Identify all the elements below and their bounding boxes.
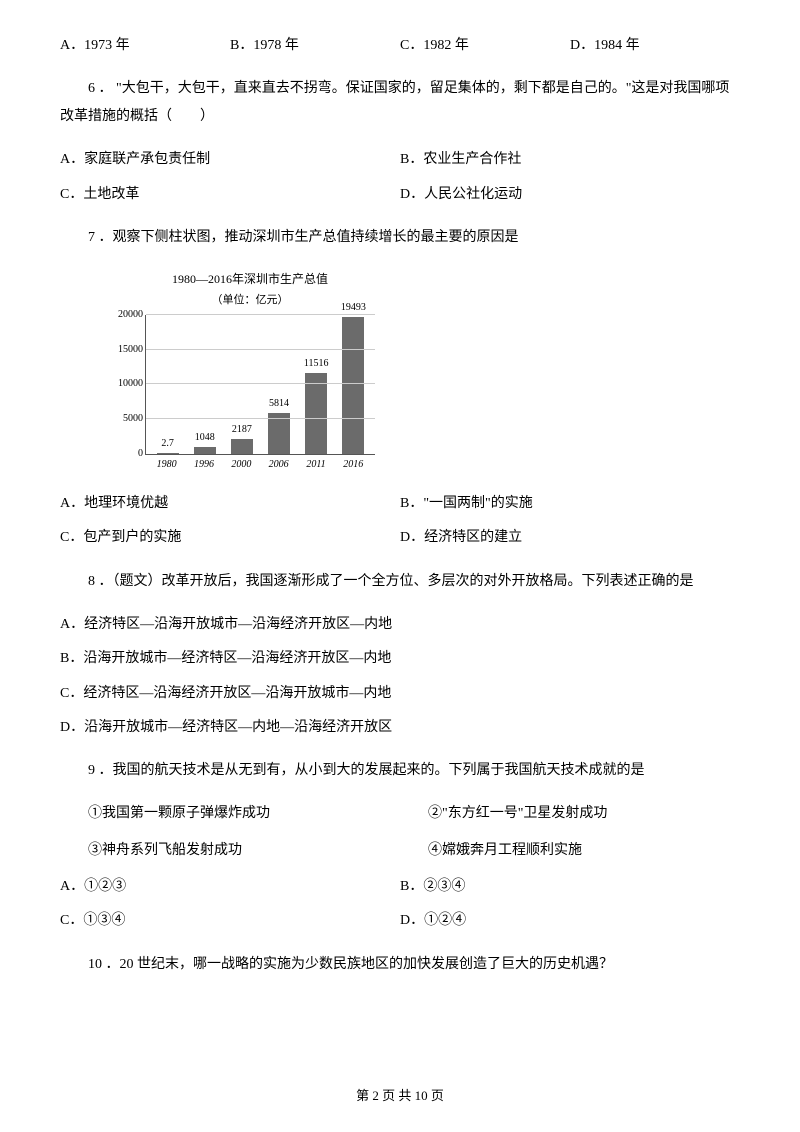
q5-options: A．1973 年 B．1978 年 C．1982 年 D．1984 年 <box>60 35 740 57</box>
grid-line <box>146 418 375 419</box>
q6-text: 6 ． "大包干，大包干，直来直去不拐弯。保证国家的，留足集体的，剩下都是自己的… <box>60 75 740 131</box>
y-tick-label: 0 <box>138 446 143 462</box>
bar <box>194 447 216 454</box>
q9-sub2: ②"东方红一号"卫星发射成功 <box>400 803 740 825</box>
bar <box>305 373 327 454</box>
q9-options-row1: A．①②③ B．②③④ <box>60 876 740 898</box>
y-tick-label: 20000 <box>118 307 143 323</box>
q8-option-c: C．经济特区—沿海经济开放区—沿海开放城市—内地 <box>60 683 740 705</box>
bar-value-label: 2187 <box>232 422 252 438</box>
bar <box>231 439 253 454</box>
q9-option-b: B．②③④ <box>400 876 740 898</box>
y-tick-label: 15000 <box>118 342 143 358</box>
q8-option-b: B．沿海开放城市—经济特区—沿海经济开放区—内地 <box>60 648 740 670</box>
bar-value-label: 2.7 <box>161 436 174 452</box>
q9-option-a: A．①②③ <box>60 876 400 898</box>
bar <box>157 453 179 454</box>
q7-option-c: C．包产到户的实施 <box>60 527 400 549</box>
q8-text: 8 ．（题文）改革开放后，我国逐渐形成了一个全方位、多层次的对外开放格局。下列表… <box>60 568 740 596</box>
bar-value-label: 11516 <box>304 356 329 372</box>
q7-option-a: A．地理环境优越 <box>60 493 400 515</box>
q5-option-a: A．1973 年 <box>60 35 230 57</box>
bar-wrap: 2187 <box>227 422 257 454</box>
x-tick-label: 1980 <box>152 457 182 473</box>
q6-text-content: 6 ． "大包干，大包干，直来直去不拐弯。保证国家的，留足集体的，剩下都是自己的… <box>60 81 729 124</box>
q9-sub3: ③神舟系列飞船发射成功 <box>60 840 400 862</box>
q6-options-row2: C．土地改革 D．人民公社化运动 <box>60 184 740 206</box>
bar <box>342 317 364 454</box>
x-tick-label: 2016 <box>338 457 368 473</box>
q6-option-a: A．家庭联产承包责任制 <box>60 149 400 171</box>
q7-options-row1: A．地理环境优越 B．"一国两制"的实施 <box>60 493 740 515</box>
q9-sub4: ④嫦娥奔月工程顺利实施 <box>400 840 740 862</box>
q7-options-row2: C．包产到户的实施 D．经济特区的建立 <box>60 527 740 549</box>
q7-option-b: B．"一国两制"的实施 <box>400 493 740 515</box>
bar-wrap: 1048 <box>190 430 220 454</box>
q9-text: 9 ．我国的航天技术是从无到有，从小到大的发展起来的。下列属于我国航天技术成就的… <box>60 757 740 785</box>
chart-title: 1980—2016年深圳市生产总值 <box>110 270 390 289</box>
gdp-chart: 1980—2016年深圳市生产总值 （单位：亿元） 05000100001500… <box>110 270 390 473</box>
q10-text: 10 ．20 世纪末，哪一战略的实施为少数民族地区的加快发展创造了巨大的历史机遇… <box>60 951 740 979</box>
q9-option-d: D．①②④ <box>400 910 740 932</box>
q8-option-d: D．沿海开放城市—经济特区—内地—沿海经济开放区 <box>60 717 740 739</box>
q6-option-d: D．人民公社化运动 <box>400 184 740 206</box>
x-tick-label: 2011 <box>301 457 331 473</box>
q6-option-c: C．土地改革 <box>60 184 400 206</box>
q9-options-row2: C．①③④ D．①②④ <box>60 910 740 932</box>
q6-options-row1: A．家庭联产承包责任制 B．农业生产合作社 <box>60 149 740 171</box>
y-tick-label: 10000 <box>118 376 143 392</box>
q7-option-d: D．经济特区的建立 <box>400 527 740 549</box>
bar-wrap: 11516 <box>301 356 331 454</box>
grid-line <box>146 314 375 315</box>
bar-value-label: 5814 <box>269 396 289 412</box>
q9-option-c: C．①③④ <box>60 910 400 932</box>
x-tick-label: 2006 <box>264 457 294 473</box>
chart-area: 05000100001500020000 2.71048218758141151… <box>145 315 375 455</box>
x-tick-label: 1996 <box>189 457 219 473</box>
chart-bars: 2.71048218758141151619493 <box>146 315 375 454</box>
grid-line <box>146 383 375 384</box>
q7-text: 7 ．观察下侧柱状图，推动深圳市生产总值持续增长的最主要的原因是 <box>60 224 740 252</box>
grid-line <box>146 349 375 350</box>
bar-wrap: 2.7 <box>153 436 183 454</box>
q5-option-b: B．1978 年 <box>230 35 400 57</box>
x-tick-label: 2000 <box>226 457 256 473</box>
bar <box>268 413 290 454</box>
bar-value-label: 1048 <box>195 430 215 446</box>
x-labels: 1980 1996 2000 2006 2011 2016 <box>145 457 375 473</box>
page-footer: 第 2 页 共 10 页 <box>0 1086 800 1107</box>
q9-sub1: ①我国第一颗原子弹爆炸成功 <box>60 803 400 825</box>
y-axis: 05000100001500020000 <box>111 315 146 454</box>
y-tick-label: 5000 <box>123 411 143 427</box>
bar-wrap: 19493 <box>338 300 368 454</box>
q9-subitems-2: ③神舟系列飞船发射成功 ④嫦娥奔月工程顺利实施 <box>60 840 740 862</box>
q6-option-b: B．农业生产合作社 <box>400 149 740 171</box>
bar-wrap: 5814 <box>264 396 294 454</box>
q8-option-a: A．经济特区—沿海开放城市—沿海经济开放区—内地 <box>60 614 740 636</box>
q5-option-c: C．1982 年 <box>400 35 570 57</box>
q9-subitems-1: ①我国第一颗原子弹爆炸成功 ②"东方红一号"卫星发射成功 <box>60 803 740 825</box>
q5-option-d: D．1984 年 <box>570 35 740 57</box>
